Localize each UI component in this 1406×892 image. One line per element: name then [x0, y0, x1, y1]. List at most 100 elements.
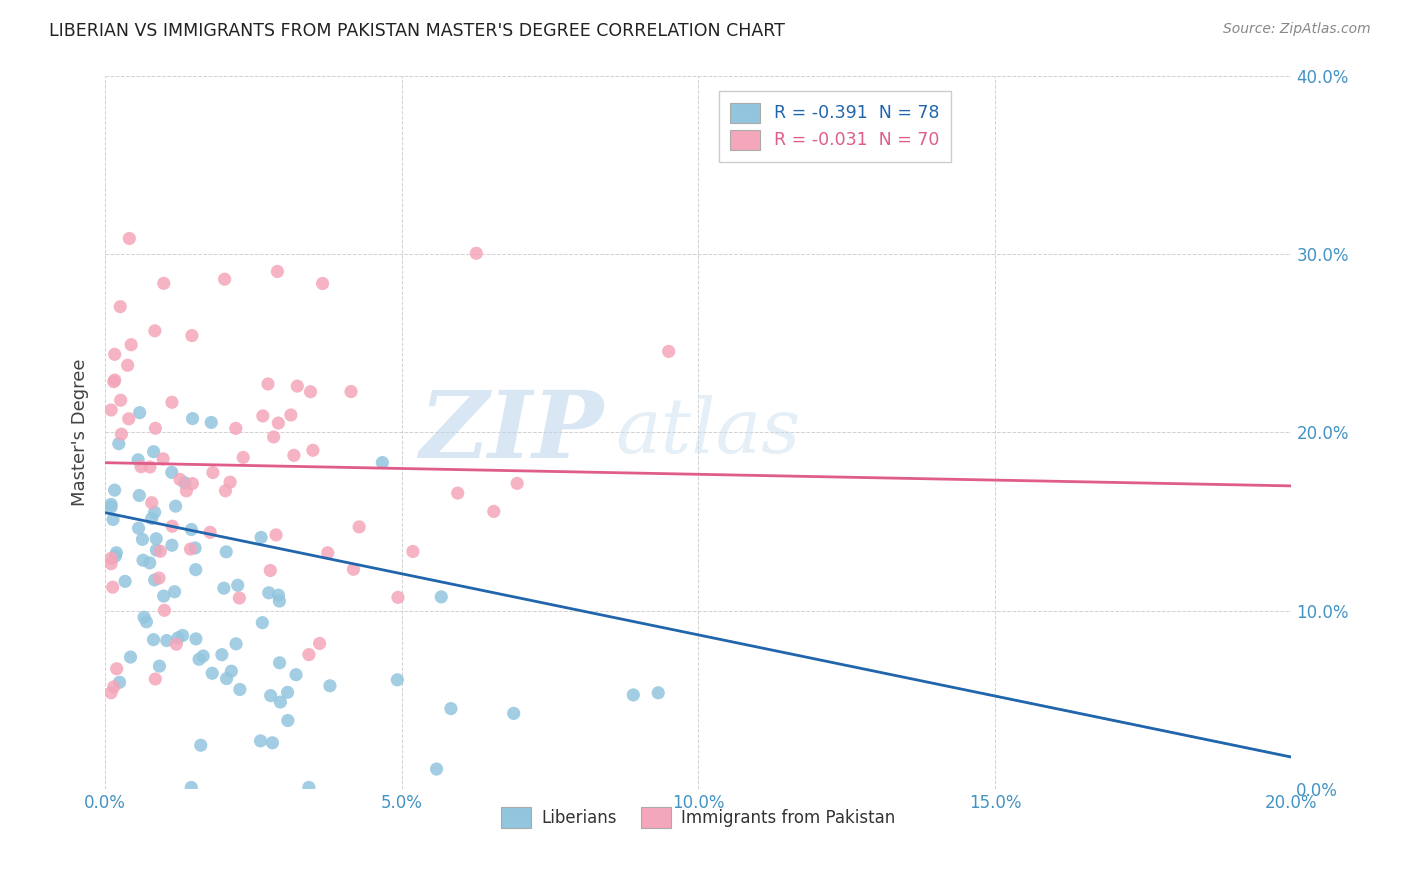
Point	[142, 444, 165, 458]
Point	[387, 591, 409, 605]
Point	[100, 557, 122, 571]
Point	[172, 628, 194, 642]
Point	[127, 452, 149, 467]
Point	[347, 520, 370, 534]
Point	[114, 574, 136, 589]
Point	[319, 679, 342, 693]
Point	[201, 666, 224, 681]
Point	[142, 632, 165, 647]
Point	[298, 780, 321, 795]
Point	[259, 564, 281, 578]
Point	[128, 406, 150, 420]
Point	[179, 542, 201, 557]
Point	[108, 675, 131, 690]
Point	[180, 780, 202, 795]
Point	[250, 530, 273, 544]
Point	[188, 652, 211, 666]
Point	[277, 685, 299, 699]
Point	[264, 528, 287, 542]
Point	[181, 411, 204, 425]
Point	[190, 738, 212, 752]
Point	[100, 497, 122, 511]
Point	[100, 686, 122, 700]
Point	[131, 533, 153, 547]
Point	[120, 650, 142, 665]
Point	[228, 591, 250, 605]
Point	[342, 562, 364, 576]
Point	[143, 324, 166, 338]
Point	[143, 672, 166, 686]
Point	[200, 416, 222, 430]
Point	[145, 543, 167, 558]
Point	[184, 563, 207, 577]
Point	[621, 688, 644, 702]
Point	[262, 736, 284, 750]
Point	[160, 538, 183, 552]
Point	[148, 659, 170, 673]
Point	[316, 546, 339, 560]
Point	[221, 664, 243, 678]
Point	[153, 603, 176, 617]
Point	[447, 486, 470, 500]
Point	[117, 359, 139, 373]
Point	[260, 689, 283, 703]
Point	[269, 656, 291, 670]
Point	[225, 421, 247, 435]
Point	[502, 706, 524, 721]
Point	[149, 544, 172, 558]
Point	[402, 544, 425, 558]
Point	[128, 521, 150, 535]
Point	[163, 584, 186, 599]
Point	[658, 344, 681, 359]
Point	[180, 523, 202, 537]
Point	[160, 466, 183, 480]
Point	[285, 667, 308, 681]
Point	[215, 672, 238, 686]
Point	[103, 375, 125, 389]
Point	[105, 662, 128, 676]
Point	[145, 532, 167, 546]
Point	[226, 578, 249, 592]
Point	[340, 384, 363, 399]
Point	[298, 648, 321, 662]
Point	[277, 714, 299, 728]
Point	[160, 519, 183, 533]
Point	[193, 648, 215, 663]
Point	[141, 511, 163, 525]
Point	[269, 594, 291, 608]
Point	[143, 573, 166, 587]
Point	[440, 701, 463, 715]
Point	[139, 460, 162, 475]
Point	[165, 637, 187, 651]
Point	[266, 264, 288, 278]
Point	[167, 631, 190, 645]
Point	[132, 610, 155, 624]
Point	[165, 499, 187, 513]
Point	[128, 488, 150, 502]
Point	[212, 581, 235, 595]
Point	[104, 373, 127, 387]
Point	[152, 277, 174, 291]
Point	[110, 393, 132, 408]
Point	[201, 466, 224, 480]
Point	[104, 483, 127, 497]
Text: LIBERIAN VS IMMIGRANTS FROM PAKISTAN MASTER'S DEGREE CORRELATION CHART: LIBERIAN VS IMMIGRANTS FROM PAKISTAN MAS…	[49, 22, 785, 40]
Point	[211, 648, 233, 662]
Point	[173, 475, 195, 490]
Point	[152, 589, 174, 603]
Point	[229, 682, 252, 697]
Point	[103, 680, 125, 694]
Point	[105, 546, 128, 560]
Point	[269, 695, 291, 709]
Text: atlas: atlas	[616, 395, 800, 469]
Point	[104, 347, 127, 361]
Point	[120, 337, 142, 351]
Point	[214, 483, 236, 498]
Point	[267, 588, 290, 602]
Point	[132, 553, 155, 567]
Y-axis label: Master's Degree: Master's Degree	[72, 359, 89, 506]
Point	[110, 300, 132, 314]
Point	[232, 450, 254, 465]
Point	[249, 734, 271, 748]
Point	[263, 430, 285, 444]
